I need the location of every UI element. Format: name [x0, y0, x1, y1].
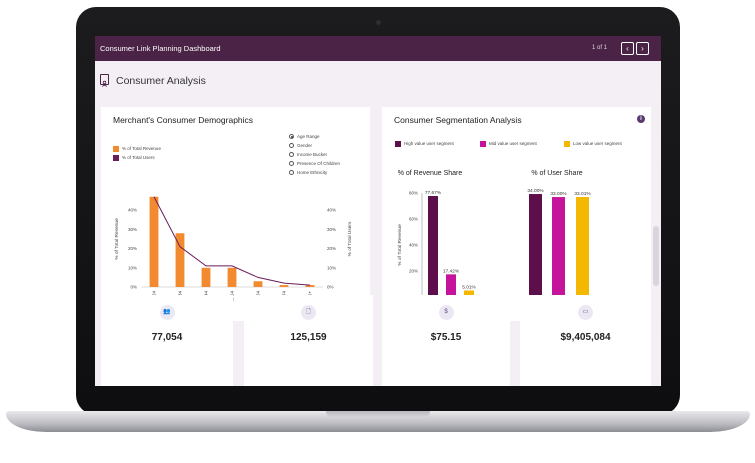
title-bar: Consumer Link Planning Dashboard 1 of 1 …	[95, 36, 661, 61]
segmentation-title: Consumer Segmentation Analysis	[394, 115, 522, 125]
chevron-left-icon: ‹	[626, 44, 629, 53]
document-icon: 🗋	[301, 305, 316, 320]
legend-mid-label: Mid value user segment	[489, 141, 537, 146]
user-share-title: % of User Share	[531, 170, 582, 177]
y2-tick-label: 0%	[327, 285, 334, 290]
y-tick-label: 30%	[128, 227, 137, 232]
y2-tick-label: 30%	[327, 227, 336, 232]
revenue-data-label: 17.42%	[443, 268, 460, 274]
legend-users-label: % of Total Users	[122, 155, 155, 160]
revenue-share-bar	[446, 274, 456, 297]
revenue-share-title: % of Revenue Share	[398, 170, 463, 177]
user-share-bar	[552, 197, 565, 297]
revenue-y-tick: 80%	[409, 191, 418, 196]
kpi-card-average: $ $75.15	[382, 295, 510, 386]
kpi-card-transactions: 🗋 125,159	[244, 295, 373, 386]
revenue-share-bar	[464, 290, 474, 297]
user-data-label: 33.00%	[550, 191, 567, 197]
filter-gender-radio[interactable]	[289, 143, 294, 148]
kpi-transactions-value: 125,159	[290, 332, 327, 343]
filter-income-radio[interactable]	[289, 152, 294, 157]
y-tick-label: 20%	[128, 246, 137, 251]
legend-low-swatch	[564, 141, 570, 147]
dollar-icon: $	[438, 305, 454, 320]
next-page-button[interactable]: ›	[636, 42, 649, 55]
filter-ethnicity-radio[interactable]	[289, 170, 294, 175]
filter-income-label: Income Bucket	[297, 152, 327, 157]
revenue-bar	[201, 267, 211, 287]
revenue-share-bar	[428, 196, 438, 297]
filter-children-radio[interactable]	[289, 161, 294, 166]
y-tick-label: 40%	[128, 208, 137, 213]
revenue-y-tick: 40%	[409, 243, 418, 248]
camera-icon	[375, 19, 382, 26]
revenue-data-label: 77.67%	[425, 190, 442, 196]
dashboard-screen: Consumer Link Planning Dashboard 1 of 1 …	[95, 36, 661, 386]
filter-children-label: Presence Of Children	[297, 161, 341, 166]
y-tick-label: 10%	[128, 265, 137, 270]
filter-gender-label: Gender	[297, 143, 313, 148]
y2-tick-label: 20%	[327, 246, 336, 251]
users-line	[153, 196, 311, 286]
kpi-average-value: $75.15	[430, 332, 462, 343]
laptop-notch	[326, 411, 430, 418]
page-indicator: 1 of 1	[592, 45, 608, 51]
info-icon[interactable]: i	[637, 115, 645, 123]
prev-page-button[interactable]: ‹	[621, 42, 634, 55]
scrollbar-thumb[interactable]	[653, 226, 659, 286]
user-data-label: 34.00%	[527, 188, 544, 194]
y2-axis-title: % of Total Users	[347, 221, 353, 256]
revenue-bar	[279, 285, 289, 287]
users-icon: 👥	[159, 305, 175, 320]
revenue-bar	[175, 233, 185, 287]
kpi-revenue-value: $9,405,084	[560, 332, 611, 343]
revenue-bar	[227, 267, 237, 287]
kpi-card-users: 👥 77,054	[101, 295, 233, 386]
filter-age-range-label: Age Range	[297, 134, 320, 139]
card-icon: ▭	[578, 305, 593, 320]
user-share-bar	[576, 197, 589, 297]
segmentation-charts: % of Revenue Share0%20%40%60%80%% of Tot…	[397, 170, 591, 300]
revenue-data-label: 5.01%	[462, 284, 476, 290]
filter-ethnicity-label: Home Ethnicity	[297, 170, 328, 175]
app-title: Consumer Link Planning Dashboard	[100, 44, 221, 53]
y-tick-label: 0%	[130, 285, 137, 290]
section-title: Consumer Analysis	[116, 75, 206, 87]
legend-high-label: High value user segment	[404, 141, 454, 146]
segmentation-card: Consumer Segmentation Analysis i High va…	[382, 107, 651, 321]
x-tick-label: 75+	[308, 291, 313, 299]
user-share-bar	[529, 194, 542, 297]
revenue-y-tick: 60%	[409, 217, 418, 222]
filter-age-range-radio[interactable]	[289, 134, 294, 139]
legend-revenue-label: % of Total Revenue	[122, 146, 161, 151]
revenue-y-axis-title: % of Total Revenue	[397, 224, 403, 266]
chevron-right-icon: ›	[641, 44, 644, 53]
legend-mid-swatch	[480, 141, 486, 147]
legend-high-swatch	[395, 141, 401, 147]
revenue-bar	[149, 196, 159, 287]
laptop-base	[6, 411, 750, 432]
kpi-card-revenue: ▭ $9,405,084	[520, 295, 651, 386]
y2-tick-label: 40%	[327, 208, 336, 213]
revenue-y-tick: 20%	[409, 269, 418, 274]
demographics-card: Merchant's Consumer Demographics % of To…	[101, 107, 370, 321]
demographics-title: Merchant's Consumer Demographics	[113, 115, 254, 125]
y-axis-title: % of Total Revenue	[114, 218, 120, 260]
y2-tick-label: 10%	[327, 265, 336, 270]
legend-low-label: Low value user segment	[573, 141, 622, 146]
kpi-users-value: 77,054	[151, 332, 183, 343]
revenue-bar	[305, 285, 315, 287]
legend-revenue-swatch	[113, 146, 119, 152]
revenue-bar	[253, 281, 263, 287]
user-data-label: 33.01%	[574, 191, 591, 197]
legend-users-swatch	[113, 155, 119, 161]
document-person-icon	[100, 74, 109, 87]
demographics-chart: 0% 10% 20% 30% 40% 0% 10% 20% 30% 40% % of Total R…	[114, 196, 353, 303]
